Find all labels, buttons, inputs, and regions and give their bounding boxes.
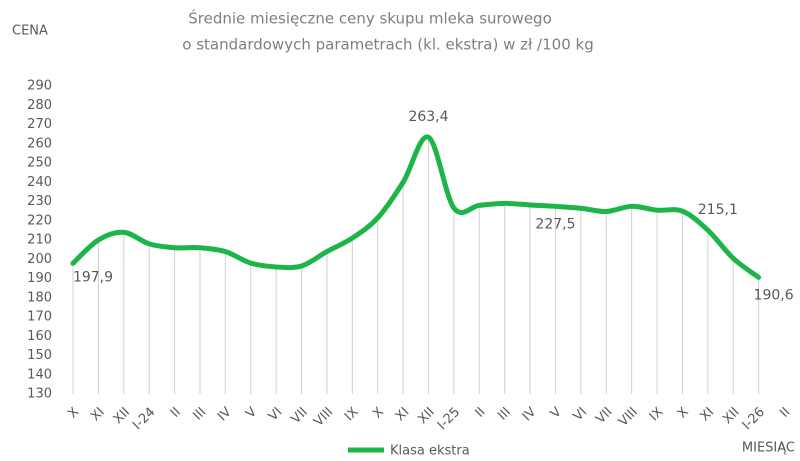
y-tick-label: 260 xyxy=(27,136,52,151)
x-tick-label: III xyxy=(495,405,514,424)
y-tick-label: 130 xyxy=(27,387,52,402)
y-tick-label: 270 xyxy=(27,117,52,132)
x-tick-label: VII xyxy=(289,405,311,427)
data-label: 197,9 xyxy=(73,269,113,285)
chart-title: Średnie miesięczne ceny skupu mleka suro… xyxy=(188,9,552,28)
x-tick-label: X xyxy=(65,405,82,422)
y-tick-label: 220 xyxy=(27,213,52,228)
x-tick-label: XII xyxy=(415,405,437,427)
y-axis-label: CENA xyxy=(12,24,48,39)
x-tick-label: I-24 xyxy=(130,405,158,433)
y-tick-label: 240 xyxy=(27,175,52,190)
y-tick-label: 290 xyxy=(27,79,52,94)
x-tick-label: IX xyxy=(342,405,362,425)
data-label: 227,5 xyxy=(535,216,575,232)
x-tick-label: VI xyxy=(266,405,286,425)
x-tick-label: II xyxy=(168,405,184,421)
x-tick-label: XI xyxy=(393,405,413,425)
x-axis-label: MIESIĄC xyxy=(742,441,795,456)
data-label: 215,1 xyxy=(698,202,738,218)
y-tick-label: 200 xyxy=(27,252,52,267)
x-tick-label: VIII xyxy=(311,405,336,430)
x-tick-label: I-25 xyxy=(435,405,463,433)
x-tick-label: XII xyxy=(111,405,133,427)
y-tick-label: 210 xyxy=(27,233,52,248)
y-tick-label: 160 xyxy=(27,329,52,344)
y-tick-label: 190 xyxy=(27,271,52,286)
x-tick-label: XI xyxy=(88,405,108,425)
y-tick-label: 150 xyxy=(27,348,52,363)
series-line xyxy=(70,134,762,280)
x-tick-label: V xyxy=(548,405,565,422)
x-tick-label: II xyxy=(473,405,489,421)
x-tick-label: VIII xyxy=(616,405,641,430)
legend-label: Klasa ekstra xyxy=(390,444,470,459)
x-tick-label: XI xyxy=(698,405,718,425)
chart-title: o standardowych parametrach (kl. ekstra)… xyxy=(182,36,593,54)
x-tick-label: IX xyxy=(647,405,667,425)
data-label: 263,4 xyxy=(408,109,448,125)
x-tick-label: II xyxy=(777,405,793,421)
x-tick-label: IV xyxy=(520,405,540,425)
y-tick-label: 140 xyxy=(27,367,52,382)
x-tick-label: VI xyxy=(571,405,591,425)
y-tick-label: 230 xyxy=(27,194,52,209)
x-tick-label: X xyxy=(370,405,387,422)
y-tick-label: 250 xyxy=(27,156,52,171)
x-tick-label: XII xyxy=(720,405,742,427)
x-tick-label: IV xyxy=(215,405,235,425)
x-tick-label: X xyxy=(675,405,692,422)
y-tick-label: 280 xyxy=(27,98,52,113)
x-tick-label: VII xyxy=(593,405,615,427)
y-tick-label: 180 xyxy=(27,290,52,305)
x-tick-label: III xyxy=(191,405,210,424)
x-tick-label: V xyxy=(243,405,260,422)
y-tick-label: 170 xyxy=(27,310,52,325)
data-label: 190,6 xyxy=(754,287,794,303)
x-tick-label: I-26 xyxy=(740,405,768,433)
